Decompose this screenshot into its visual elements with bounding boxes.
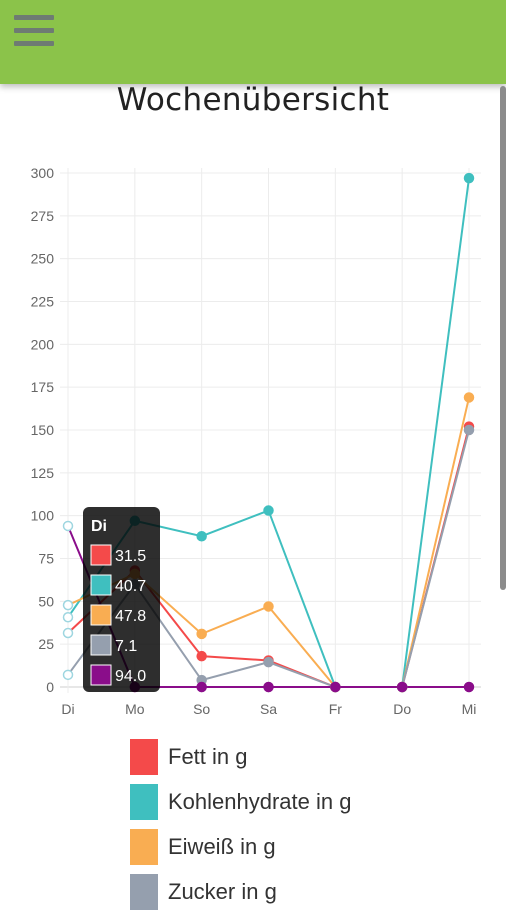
x-tick-label: Mi: [462, 701, 477, 717]
data-point: [263, 656, 274, 668]
y-tick-label: 200: [31, 336, 55, 352]
legend-label: Zucker in g: [168, 878, 277, 904]
legend-label: Fett in g: [168, 743, 248, 769]
tooltip-swatch: [90, 604, 112, 626]
x-tick-label: Sa: [260, 701, 277, 717]
legend-swatch: [130, 783, 158, 820]
data-point: [196, 530, 207, 542]
data-point: [263, 505, 274, 516]
tooltip-swatch: [90, 574, 112, 596]
data-point: [62, 599, 74, 611]
legend-label: Kohlenhydrate in g: [168, 788, 352, 814]
y-tick-label: 0: [46, 679, 54, 695]
tooltip-swatch: [90, 544, 112, 566]
data-point: [196, 628, 207, 640]
y-tick-label: 100: [31, 508, 55, 524]
y-tick-label: 250: [31, 251, 55, 267]
data-point: [62, 520, 74, 532]
data-point: [62, 612, 74, 623]
legend-label: Eiweiß in g: [168, 833, 276, 859]
data-point: [196, 681, 207, 693]
y-tick-label: 75: [38, 551, 54, 567]
data-point: [463, 424, 475, 436]
data-point: [463, 681, 475, 693]
legend-swatch: [130, 873, 158, 910]
y-tick-label: 225: [31, 294, 55, 310]
data-point: [196, 650, 207, 662]
weekly-line-chart: 0 25 50 75 100 125 150 175 200 225 250 275 300 Di Mo So…: [31, 165, 481, 717]
y-tick-label: 125: [31, 465, 55, 481]
tooltip-value: 31.5: [115, 548, 146, 565]
data-point: [263, 601, 274, 612]
data-point: [463, 392, 475, 403]
tooltip-swatch: [90, 634, 112, 656]
tooltip-title: Di: [91, 518, 107, 535]
legend-item-zucker[interactable]: Zucker in g: [130, 869, 351, 914]
legend-item-eiweiss[interactable]: Eiweiß in g: [130, 824, 351, 869]
legend-swatch: [130, 828, 158, 865]
y-tick-label: 50: [38, 593, 54, 609]
tooltip-value: 47.8: [115, 608, 146, 625]
y-tick-label: 175: [31, 379, 55, 395]
x-tick-label: Di: [61, 701, 74, 717]
x-tick-label: Fr: [329, 701, 343, 717]
y-tick-label: 275: [31, 208, 55, 224]
x-tick-label: So: [193, 701, 210, 717]
legend-swatch: [130, 738, 158, 775]
legend-item-kohlenhydrate[interactable]: Kohlenhydrate in g: [130, 779, 351, 824]
tooltip-value: 7.1: [115, 638, 137, 655]
hamburger-menu-icon[interactable]: [14, 15, 54, 49]
y-tick-label: 150: [31, 422, 55, 438]
x-tick-label: Do: [393, 701, 411, 717]
data-point: [330, 681, 341, 693]
y-tick-label: 25: [38, 636, 54, 652]
data-point: [263, 681, 274, 693]
chart-legend: Fett in g Kohlenhydrate in g Eiweiß in g…: [130, 734, 351, 914]
data-point: [463, 172, 475, 184]
data-point: [62, 627, 74, 639]
legend-item-fett[interactable]: Fett in g: [130, 734, 351, 779]
x-tick-label: Mo: [125, 701, 145, 717]
tooltip-value: 40.7: [115, 578, 146, 595]
tooltip-swatch: [90, 664, 112, 686]
data-point: [62, 669, 74, 681]
y-tick-label: 300: [31, 165, 55, 181]
scrollbar[interactable]: [500, 86, 506, 590]
app-bar: [0, 0, 506, 84]
page-title: Wochenübersicht: [116, 82, 390, 118]
tooltip-value: 94.0: [115, 668, 146, 685]
data-point: [396, 681, 408, 693]
